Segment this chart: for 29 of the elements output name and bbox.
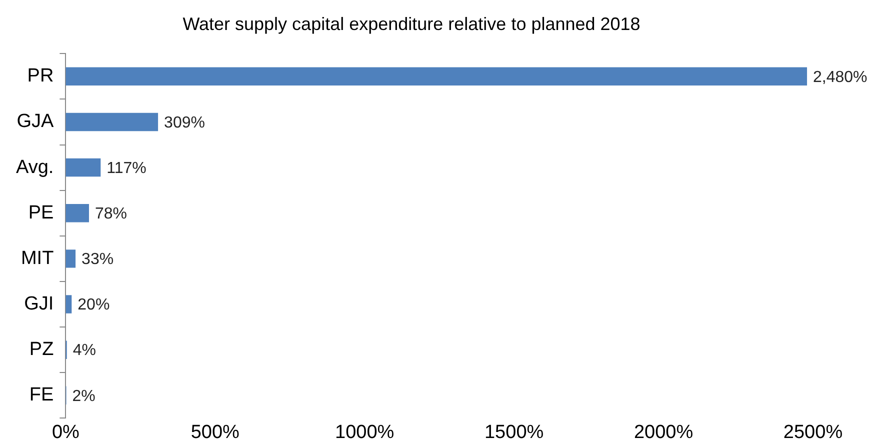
y-tick-label: PZ	[29, 339, 54, 360]
x-tick-label: 500%	[190, 422, 240, 443]
data-label: 78%	[94, 206, 128, 223]
data-label: 2%	[72, 388, 96, 405]
data-label: 20%	[78, 296, 110, 314]
data-label: 117%	[106, 160, 146, 177]
x-tick-label: 1000%	[335, 422, 394, 443]
bar	[66, 67, 808, 86]
data-label: 4%	[72, 342, 96, 360]
y-tick-label: PE	[28, 202, 54, 224]
y-tick-label: GJI	[24, 293, 54, 314]
y-tick-label: PR	[27, 66, 54, 87]
data-label: 33%	[82, 251, 114, 268]
bar	[66, 204, 89, 222]
y-tick-label: FE	[29, 384, 54, 406]
x-tick-label: 0%	[52, 422, 80, 443]
y-tick-label: GJA	[16, 111, 54, 132]
bar	[66, 158, 101, 177]
x-tick-label: 1500%	[484, 422, 544, 443]
chart-title: Water supply capital expenditure relative to planned 2018	[182, 14, 640, 34]
x-tick-label: 2500%	[783, 422, 843, 443]
data-label: 2,480%	[813, 68, 868, 86]
data-label: 309%	[164, 114, 205, 132]
bar	[66, 295, 72, 314]
x-tick-label: 2000%	[634, 422, 694, 443]
bar	[66, 250, 76, 268]
y-tick-label: Avg.	[16, 156, 54, 178]
bar	[66, 112, 158, 132]
y-tick-label: MIT	[20, 248, 54, 269]
